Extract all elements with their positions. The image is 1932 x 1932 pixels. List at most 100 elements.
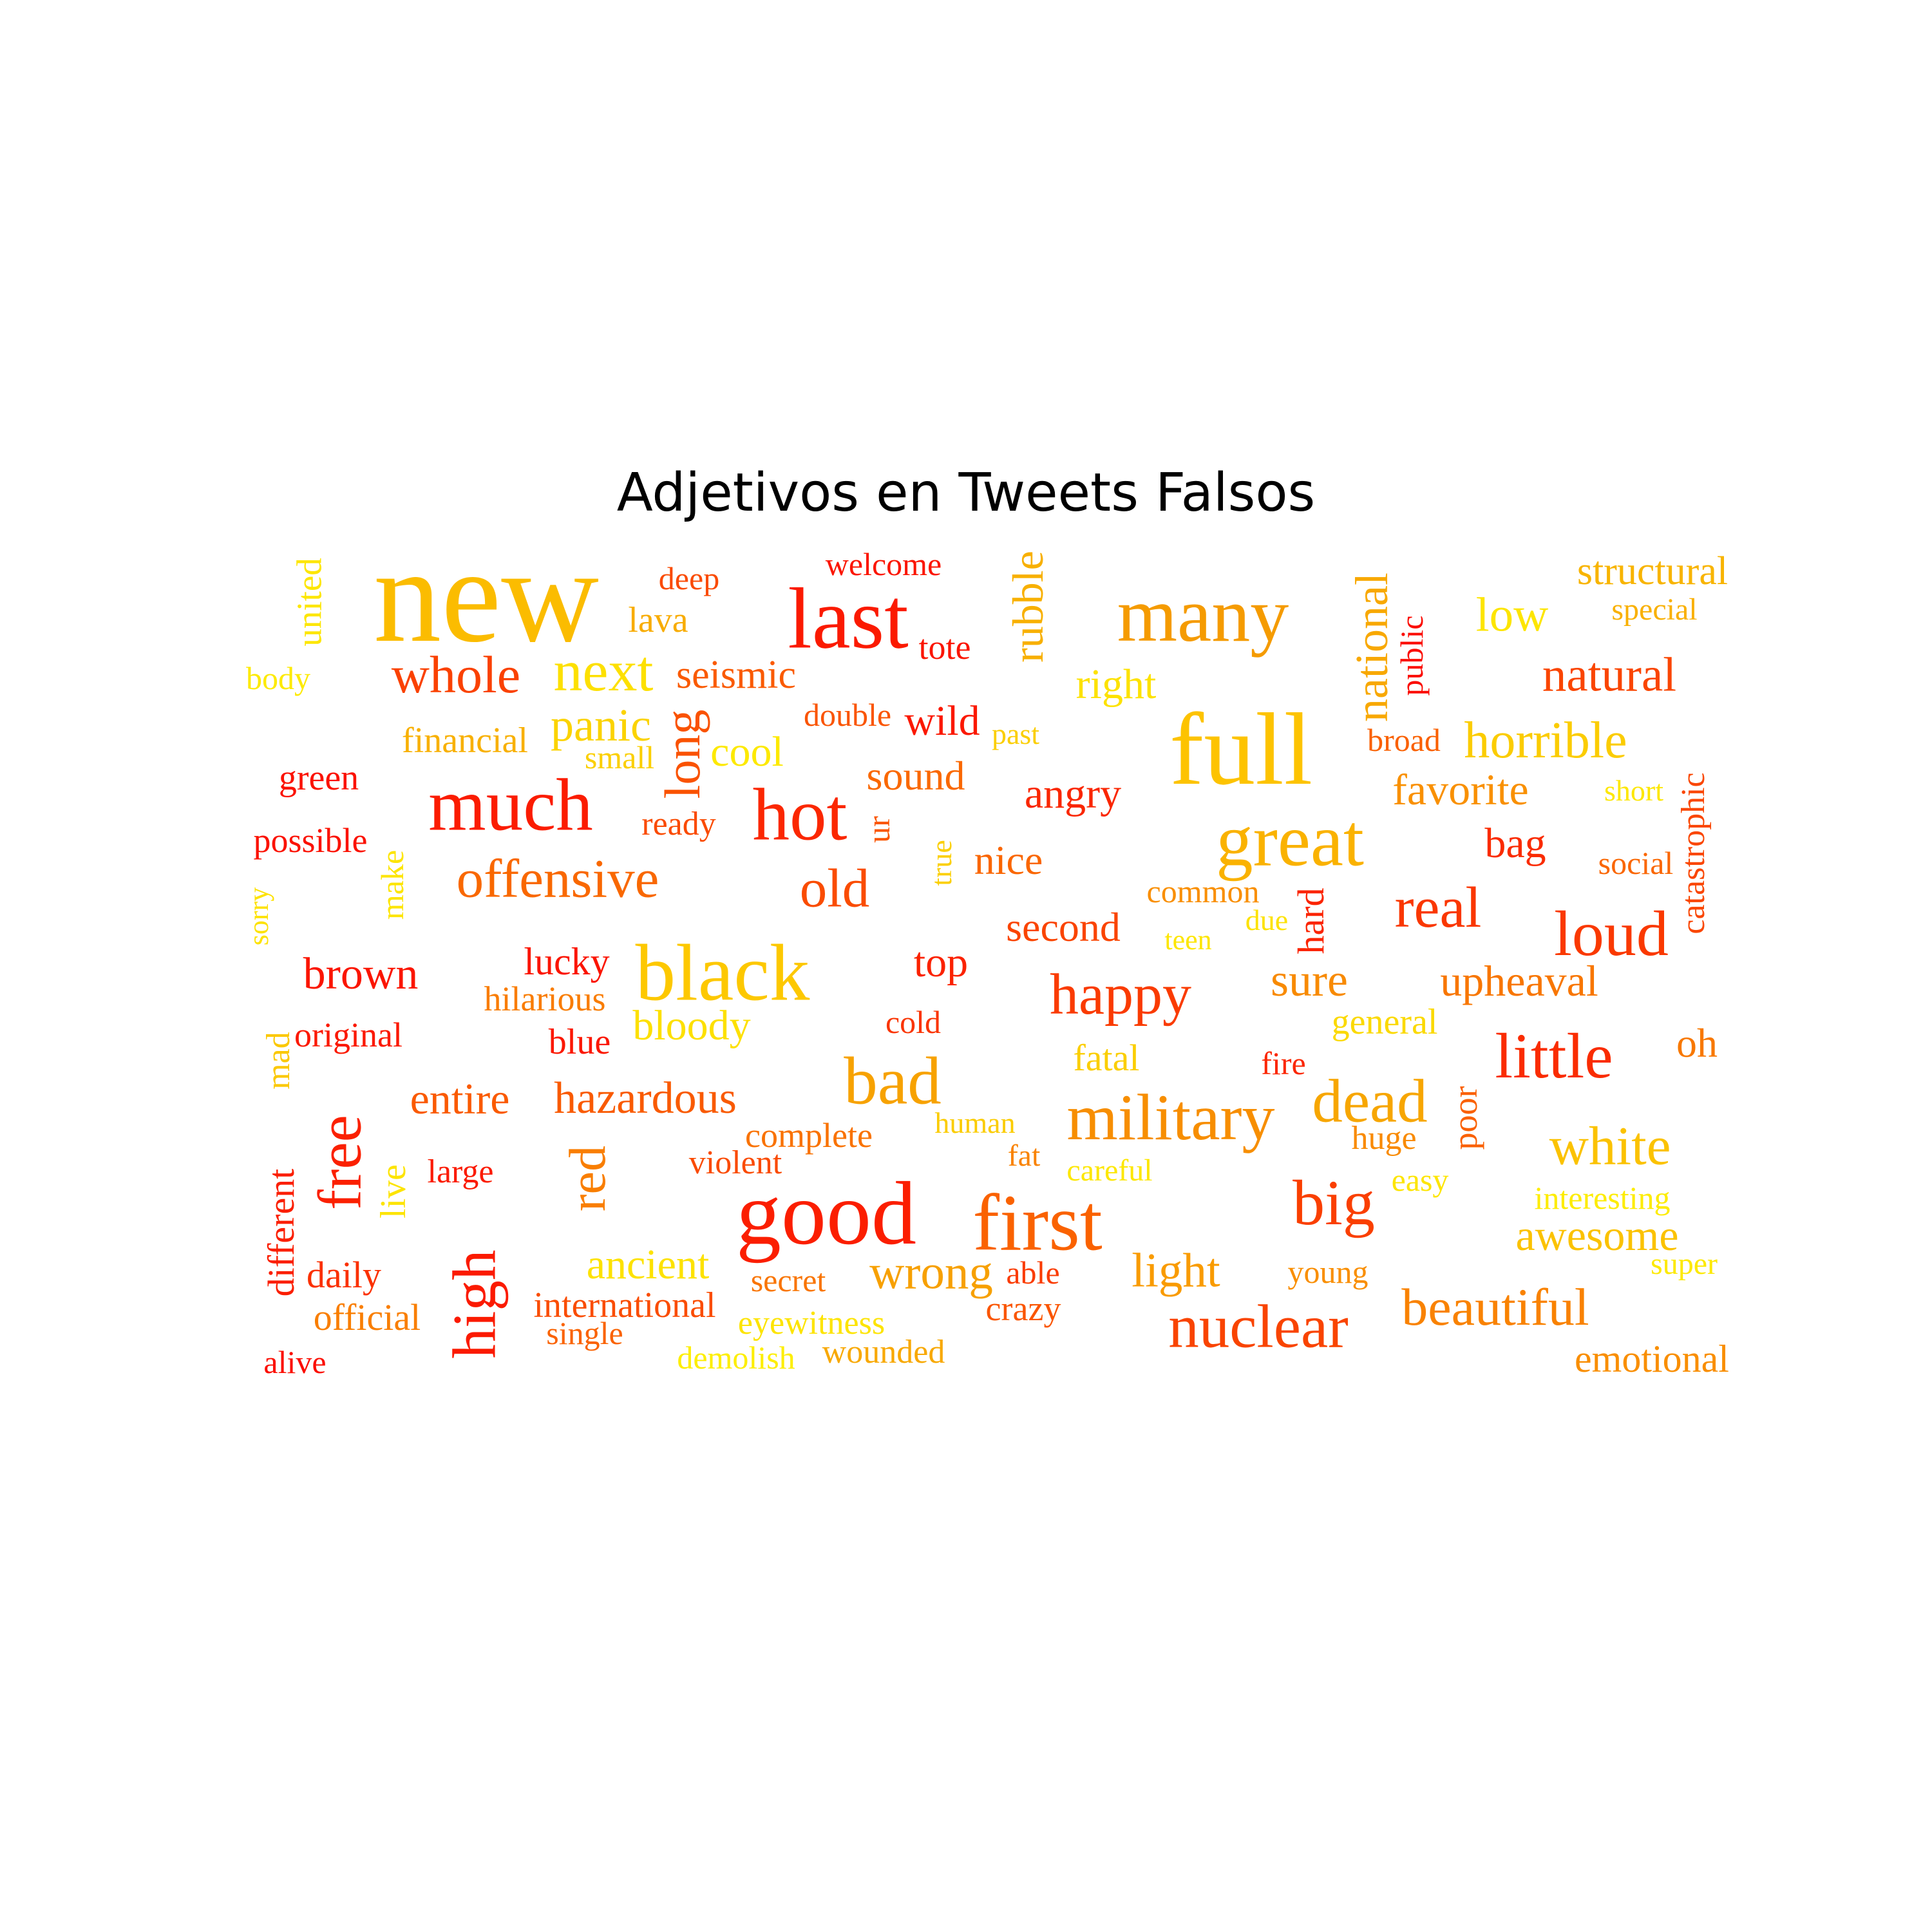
word-long: long bbox=[654, 709, 710, 799]
word-true: true bbox=[925, 840, 958, 886]
word-careful: careful bbox=[1066, 1153, 1153, 1188]
word-brown: brown bbox=[303, 949, 419, 999]
word-new: new bbox=[374, 521, 599, 670]
word-top: top bbox=[913, 939, 969, 986]
word-whole: whole bbox=[391, 645, 521, 704]
word-young: young bbox=[1287, 1254, 1368, 1290]
word-special: special bbox=[1611, 592, 1698, 627]
word-lava: lava bbox=[628, 600, 688, 640]
word-easy: easy bbox=[1391, 1162, 1449, 1198]
word-green: green bbox=[278, 758, 359, 798]
word-fat: fat bbox=[1007, 1139, 1041, 1173]
word-live: live bbox=[374, 1164, 413, 1218]
word-body: body bbox=[246, 660, 310, 696]
word-rubble: rubble bbox=[1003, 551, 1052, 663]
word-low: low bbox=[1475, 588, 1549, 642]
word-beautiful: beautiful bbox=[1401, 1278, 1589, 1336]
word-violent: violent bbox=[688, 1144, 782, 1181]
word-different: different bbox=[260, 1168, 302, 1297]
word-sorry: sorry bbox=[243, 887, 274, 946]
word-official: official bbox=[313, 1296, 421, 1338]
word-teen: teen bbox=[1164, 924, 1212, 956]
word-emotional: emotional bbox=[1575, 1338, 1729, 1380]
word-bloody: bloody bbox=[632, 1002, 751, 1049]
word-little: little bbox=[1495, 1020, 1613, 1092]
word-nice: nice bbox=[974, 837, 1043, 883]
word-wounded: wounded bbox=[822, 1334, 945, 1370]
word-hilarious: hilarious bbox=[484, 980, 606, 1018]
word-ready: ready bbox=[641, 806, 716, 842]
word-financial: financial bbox=[402, 721, 528, 761]
word-secret: secret bbox=[750, 1262, 826, 1298]
word-mad: mad bbox=[260, 1032, 297, 1090]
word-common: common bbox=[1146, 873, 1260, 909]
word-next: next bbox=[553, 639, 654, 703]
word-poor: poor bbox=[1446, 1086, 1484, 1150]
word-complete: complete bbox=[745, 1116, 873, 1155]
word-national: national bbox=[1346, 573, 1397, 722]
word-light: light bbox=[1132, 1244, 1220, 1298]
word-public: public bbox=[1394, 615, 1430, 696]
word-black: black bbox=[635, 929, 810, 1018]
word-last: last bbox=[788, 571, 909, 667]
word-white: white bbox=[1549, 1115, 1671, 1177]
word-daily: daily bbox=[307, 1254, 381, 1296]
word-interesting: interesting bbox=[1534, 1180, 1671, 1216]
word-able: able bbox=[1006, 1255, 1060, 1291]
word-happy: happy bbox=[1050, 963, 1191, 1027]
word-short: short bbox=[1604, 774, 1663, 807]
word-ur: ur bbox=[860, 816, 896, 843]
word-offensive: offensive bbox=[456, 848, 659, 909]
word-old: old bbox=[799, 858, 870, 919]
word-due: due bbox=[1245, 904, 1289, 936]
word-horrible: horrible bbox=[1464, 712, 1627, 769]
chart-title: Adjetivos en Tweets Falsos bbox=[616, 462, 1316, 524]
word-full: full bbox=[1169, 692, 1313, 806]
word-structural: structural bbox=[1577, 549, 1728, 593]
word-possible: possible bbox=[253, 821, 368, 860]
word-loud: loud bbox=[1554, 898, 1669, 969]
word-small: small bbox=[584, 739, 655, 775]
word-social: social bbox=[1598, 845, 1674, 881]
word-welcome: welcome bbox=[825, 546, 942, 582]
word-right: right bbox=[1075, 661, 1157, 708]
word-deep: deep bbox=[658, 560, 720, 596]
word-high: high bbox=[440, 1249, 509, 1359]
word-hot: hot bbox=[752, 773, 848, 856]
word-sure: sure bbox=[1271, 954, 1348, 1006]
word-super: super bbox=[1651, 1247, 1718, 1281]
word-hazardous: hazardous bbox=[554, 1074, 737, 1123]
word-favorite: favorite bbox=[1392, 765, 1529, 814]
word-tote: tote bbox=[918, 628, 971, 667]
word-natural: natural bbox=[1542, 648, 1677, 702]
word-catastrophic: catastrophic bbox=[1675, 772, 1712, 934]
word-cold: cold bbox=[885, 1004, 942, 1040]
word-huge: huge bbox=[1351, 1120, 1417, 1157]
word-good: good bbox=[736, 1164, 916, 1264]
word-oh: oh bbox=[1676, 1020, 1718, 1066]
word-big: big bbox=[1293, 1167, 1375, 1238]
word-crazy: crazy bbox=[985, 1289, 1061, 1328]
word-bag: bag bbox=[1484, 820, 1546, 867]
word-entire: entire bbox=[410, 1074, 510, 1123]
word-single: single bbox=[546, 1315, 623, 1351]
word-human: human bbox=[934, 1106, 1016, 1139]
word-dead: dead bbox=[1312, 1066, 1428, 1135]
word-much: much bbox=[428, 764, 593, 846]
word-wrong: wrong bbox=[869, 1245, 993, 1300]
word-make: make bbox=[374, 849, 410, 920]
word-double: double bbox=[803, 697, 892, 733]
word-panic: panic bbox=[551, 699, 651, 751]
word-alive: alive bbox=[263, 1344, 327, 1380]
word-first: first bbox=[972, 1179, 1103, 1268]
word-great: great bbox=[1216, 799, 1364, 882]
word-real: real bbox=[1394, 876, 1482, 940]
word-wild: wild bbox=[904, 697, 980, 744]
word-fatal: fatal bbox=[1073, 1037, 1140, 1079]
word-upheaval: upheaval bbox=[1440, 956, 1598, 1005]
word-fire: fire bbox=[1261, 1045, 1306, 1081]
word-cool: cool bbox=[710, 728, 784, 775]
word-military: military bbox=[1066, 1081, 1275, 1154]
word-past: past bbox=[991, 717, 1040, 750]
